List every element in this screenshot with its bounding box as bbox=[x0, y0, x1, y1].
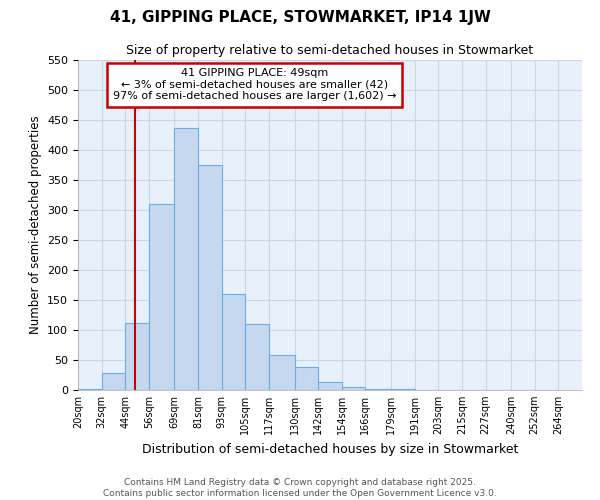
Bar bbox=[245, 324, 269, 390]
Bar bbox=[222, 294, 245, 390]
Bar bbox=[318, 382, 342, 390]
Bar bbox=[125, 323, 149, 390]
Bar bbox=[342, 387, 365, 390]
Text: Contains HM Land Registry data © Crown copyright and database right 2025.
Contai: Contains HM Land Registry data © Crown c… bbox=[103, 478, 497, 498]
Bar bbox=[149, 204, 175, 390]
Bar bbox=[295, 367, 318, 390]
Y-axis label: Number of semi-detached properties: Number of semi-detached properties bbox=[29, 116, 41, 334]
Title: Size of property relative to semi-detached houses in Stowmarket: Size of property relative to semi-detach… bbox=[127, 44, 533, 58]
Bar bbox=[269, 355, 295, 390]
Bar bbox=[101, 373, 125, 390]
Bar bbox=[78, 389, 101, 390]
Text: 41, GIPPING PLACE, STOWMARKET, IP14 1JW: 41, GIPPING PLACE, STOWMARKET, IP14 1JW bbox=[110, 10, 490, 25]
X-axis label: Distribution of semi-detached houses by size in Stowmarket: Distribution of semi-detached houses by … bbox=[142, 442, 518, 456]
Bar bbox=[175, 128, 198, 390]
Bar bbox=[198, 165, 222, 390]
Text: 41 GIPPING PLACE: 49sqm
← 3% of semi-detached houses are smaller (42)
97% of sem: 41 GIPPING PLACE: 49sqm ← 3% of semi-det… bbox=[113, 68, 396, 102]
Bar bbox=[365, 389, 391, 390]
